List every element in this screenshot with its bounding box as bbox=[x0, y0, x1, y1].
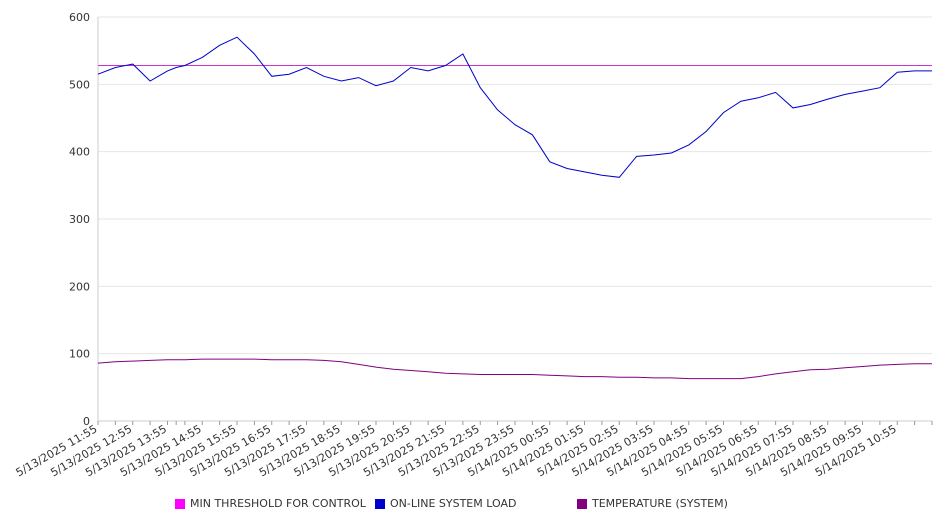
y-tick-label: 100 bbox=[69, 348, 90, 361]
y-tick-label: 400 bbox=[69, 146, 90, 159]
legend-item-on-line-system-load: ON-LINE SYSTEM LOAD bbox=[375, 497, 516, 510]
legend-label: ON-LINE SYSTEM LOAD bbox=[390, 497, 517, 510]
series-line-temperature-system bbox=[97, 358, 932, 380]
y-tick-label: 0 bbox=[83, 415, 90, 428]
chart-legend: MIN THRESHOLD FOR CONTROL ON-LINE SYSTEM … bbox=[0, 497, 946, 515]
legend-item-temperature-system: TEMPERATURE (SYSTEM) bbox=[577, 497, 728, 510]
y-tick-label: 600 bbox=[69, 11, 90, 24]
series-line-on-line-system-load bbox=[97, 36, 932, 178]
y-tick-label: 300 bbox=[69, 213, 90, 226]
legend-item-min-threshold-for-control: MIN THRESHOLD FOR CONTROL bbox=[175, 497, 366, 510]
legend-swatch bbox=[577, 498, 587, 509]
y-tick-label: 500 bbox=[69, 78, 90, 91]
legend-label: TEMPERATURE (SYSTEM) bbox=[592, 497, 728, 510]
legend-swatch bbox=[375, 498, 385, 509]
y-tick-label: 200 bbox=[69, 280, 90, 293]
legend-swatch bbox=[175, 498, 185, 509]
legend-label: MIN THRESHOLD FOR CONTROL bbox=[190, 497, 366, 510]
